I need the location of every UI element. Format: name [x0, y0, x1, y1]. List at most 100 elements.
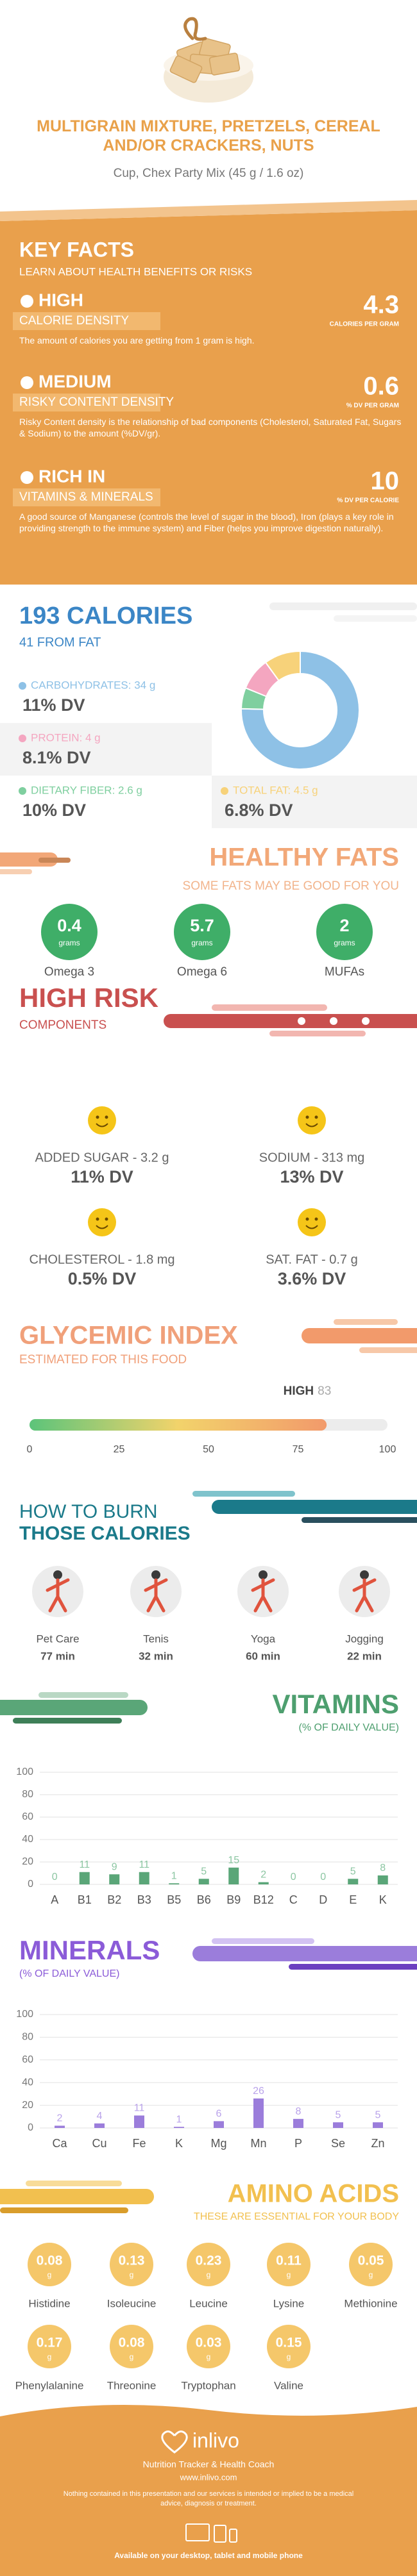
- nutrient-dv: 10% DV: [22, 801, 86, 820]
- nutrient-dv: 11% DV: [22, 695, 85, 715]
- fat-circle: [316, 904, 373, 960]
- footer-brand: inlivo: [192, 2429, 239, 2452]
- amino-subtitle: THESE ARE ESSENTIAL FOR YOUR BODY: [194, 2211, 399, 2222]
- risk-label: CHOLESTEROL - 1.8 mg: [29, 1252, 174, 1267]
- chart-title: VITAMINS: [272, 1689, 399, 1719]
- healthy-fats-subtitle: SOME FATS MAY BE GOOD FOR YOU: [183, 879, 399, 893]
- chart-subtitle: (% OF DAILY VALUE): [299, 1722, 399, 1733]
- fat-name: Omega 3: [44, 965, 94, 979]
- fact-icon: [21, 295, 33, 308]
- amino-circle: [349, 2243, 393, 2286]
- fact-text: Risky Content density is the relationshi…: [19, 417, 402, 438]
- fact-value: 0.6: [363, 372, 399, 401]
- x-tick-label: Se: [331, 2137, 345, 2150]
- footer-disclaimer: Nothing contained in this presentation a…: [63, 2490, 354, 2507]
- bar-value-label: 4: [97, 2111, 103, 2122]
- nutrient-dv: 6.8% DV: [225, 801, 293, 820]
- x-tick-label: K: [379, 1893, 387, 1906]
- y-tick-label: 80: [22, 2032, 33, 2043]
- burn-title-top: HOW TO BURN: [19, 1501, 158, 1522]
- bar: [228, 1867, 239, 1884]
- footer-available: Available on your desktop, tablet and mo…: [114, 2551, 303, 2560]
- smiley-eye: [314, 1217, 318, 1221]
- fact-text: A good source of Manganese (controls the…: [19, 511, 394, 533]
- fact-icon: [21, 376, 33, 389]
- fat-unit: grams: [58, 938, 80, 947]
- bar-value-label: 5: [336, 2109, 341, 2120]
- decor-stripe: [302, 1328, 417, 1343]
- x-tick-label: K: [175, 2137, 183, 2150]
- footer-bg: [0, 2405, 417, 2576]
- nutrient-dot: [19, 735, 26, 742]
- bar: [134, 2115, 144, 2128]
- fact-value: 4.3: [363, 291, 399, 319]
- bar: [377, 1875, 388, 1884]
- gauge-value: 83: [318, 1384, 331, 1398]
- calories-title: 193 CALORIES: [19, 602, 192, 629]
- fact-level: MEDIUM: [38, 371, 112, 391]
- footer-tagline: Nutrition Tracker & Health Coach: [143, 2459, 275, 2470]
- x-tick-label: Fe: [132, 2137, 146, 2150]
- fat-name: MUFAs: [325, 965, 364, 979]
- figure-body: [352, 1578, 377, 1613]
- device-icon: [214, 2525, 226, 2543]
- smiley-eye: [96, 1217, 99, 1221]
- risk-dv: 0.5% DV: [68, 1269, 137, 1288]
- nutrient-bg: [212, 776, 417, 828]
- bar-value-label: 1: [176, 2114, 182, 2125]
- cracker: [169, 55, 203, 83]
- amino-circle: [110, 2243, 153, 2286]
- fact-text-box: The amount of calories you are getting f…: [19, 335, 255, 345]
- smiley-mouth: [96, 1123, 108, 1127]
- fact-unit: CALORIES PER GRAM: [330, 321, 399, 328]
- gauge-title: GLYCEMIC INDEX: [19, 1322, 238, 1350]
- bar-value-label: 2: [57, 2113, 63, 2124]
- chart-title: MINERALS: [19, 1935, 160, 1965]
- amino-unit: g: [47, 2352, 52, 2361]
- decor-stripe: [0, 2207, 128, 2213]
- nutrient-dot: [19, 682, 26, 690]
- amino-circle: [187, 2243, 230, 2286]
- header-title: MULTIGRAIN MIXTURE, PRETZELS, CEREAL AND…: [37, 117, 380, 154]
- decor-stripe: [359, 1347, 417, 1353]
- bar: [198, 1879, 209, 1884]
- decor-stripe: [269, 1031, 366, 1036]
- fact-label: CALORIE DENSITY: [19, 314, 129, 328]
- x-tick-label: D: [319, 1893, 327, 1906]
- smiley: [298, 1106, 326, 1134]
- x-tick-label: B9: [226, 1893, 241, 1906]
- amino-value: 0.23: [196, 2254, 222, 2268]
- x-tick-label: P: [294, 2137, 302, 2150]
- gauge-tick-label: 75: [293, 1444, 304, 1455]
- decor-stripe: [289, 1964, 417, 1970]
- pie-slice: [241, 650, 360, 770]
- decor-stripe: [0, 852, 58, 867]
- bar-value-label: 0: [52, 1872, 58, 1882]
- decor-stripe: [302, 1517, 417, 1523]
- y-tick-label: 60: [22, 1811, 33, 1822]
- amino-name: Lysine: [273, 2297, 305, 2309]
- bar-value-label: 8: [296, 2106, 302, 2117]
- nutrient-label: PROTEIN: 4 g: [31, 731, 101, 744]
- figure-body: [251, 1578, 275, 1613]
- amino-name: Tryptophan: [181, 2379, 235, 2391]
- bar: [79, 1872, 90, 1884]
- bar-value-label: 11: [134, 2103, 145, 2114]
- decor-dot: [362, 1017, 370, 1025]
- bar: [139, 1872, 149, 1884]
- risk-dv: 13% DV: [280, 1167, 343, 1186]
- bar: [94, 2123, 105, 2128]
- smiley-eye: [96, 1115, 99, 1119]
- x-tick-label: B3: [137, 1893, 151, 1906]
- x-tick-label: B2: [107, 1893, 121, 1906]
- smiley-eye: [105, 1217, 108, 1221]
- footer-url: www.inlivo.com: [180, 2472, 237, 2482]
- smiley-mouth: [96, 1225, 108, 1229]
- x-tick-label: Ca: [52, 2137, 67, 2150]
- amino-unit: g: [207, 2352, 211, 2361]
- amino-unit: g: [130, 2352, 134, 2361]
- amino-circle: [110, 2325, 153, 2368]
- bar: [258, 1882, 269, 1884]
- fact-unit: % DV PER GRAM: [346, 403, 399, 410]
- y-tick-label: 20: [22, 2100, 33, 2111]
